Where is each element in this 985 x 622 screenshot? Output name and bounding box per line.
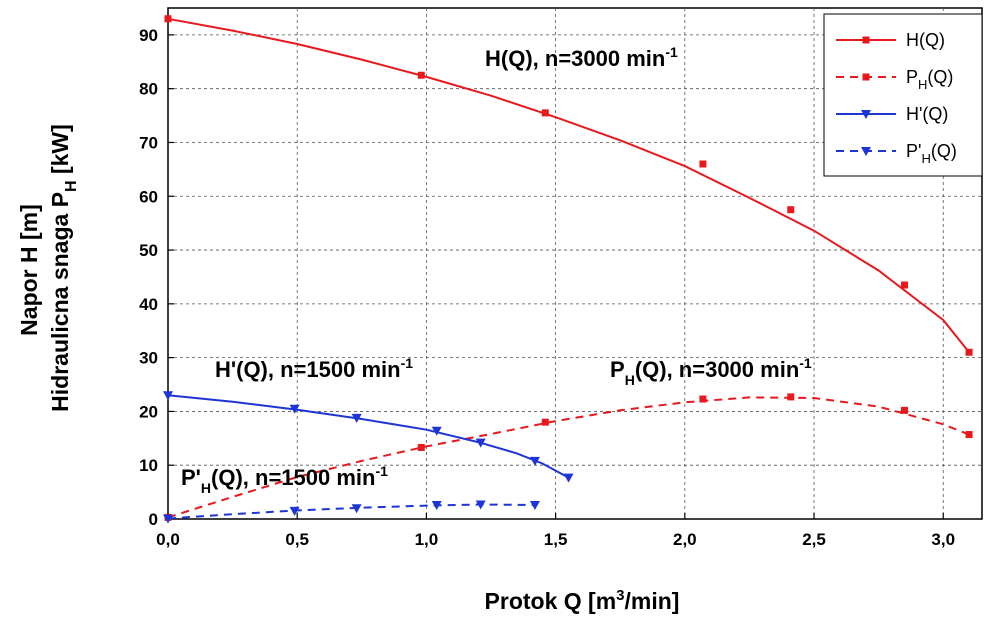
data-point-ph-1500 [529, 501, 540, 511]
series-h-3000 [164, 15, 973, 356]
data-point-h-1500 [563, 473, 574, 483]
data-point-ph-3000 [900, 406, 908, 414]
y-tick-label: 80 [139, 80, 158, 99]
data-point-h-3000 [541, 109, 549, 117]
y-tick-label: 0 [149, 510, 158, 529]
data-point-h-1500 [163, 391, 173, 401]
x-tick-label: 1,0 [415, 530, 439, 549]
data-point-h-3000 [965, 348, 973, 356]
y-tick-label: 70 [139, 133, 158, 152]
data-point-h-3000 [417, 71, 425, 79]
x-tick-label: 0,0 [156, 530, 180, 549]
series-line-h-3000 [167, 17, 970, 353]
y-tick-label: 20 [139, 402, 158, 421]
series-group [163, 15, 973, 524]
y-axis-label-line2: Hidraulicna snaga PH [kW] [47, 124, 80, 412]
y-tick-label: 60 [139, 187, 158, 206]
data-point-h-3000 [900, 281, 908, 289]
y-tick-label: 30 [139, 349, 158, 368]
y-axis-ticks: 0 10 20 30 40 50 60 70 80 90 [139, 26, 174, 529]
legend-marker-h-3000 [862, 36, 870, 44]
data-point-ph-3000 [965, 431, 973, 439]
data-point-ph-1500 [475, 500, 486, 510]
legend-label-ph-prime: P'H(Q) [906, 141, 957, 166]
x-tick-label: 2,0 [673, 530, 697, 549]
y-tick-label: 10 [139, 456, 158, 475]
series-line-ph-3000 [167, 396, 970, 519]
x-tick-label: 1,5 [544, 530, 568, 549]
data-point-ph-1500 [163, 514, 173, 524]
x-axis-label: Protok Q [m3/min] [485, 587, 680, 614]
y-axis-label-line1: Napor H [m] [16, 204, 42, 336]
data-point-ph-3000 [787, 393, 795, 401]
x-axis-ticks: 0,0 0,5 1,0 1,5 2,0 2,5 3,0 [156, 513, 955, 549]
y-tick-label: 40 [139, 295, 158, 314]
data-point-h-1500 [475, 438, 486, 448]
data-point-h-1500 [289, 404, 300, 414]
legend-items [836, 36, 896, 156]
x-tick-label: 3,0 [931, 530, 955, 549]
legend-label-h-prime: H'(Q) [906, 104, 948, 124]
data-point-h-1500 [351, 413, 362, 423]
data-point-h-3000 [699, 160, 707, 168]
data-point-ph-3000 [541, 418, 549, 426]
x-tick-label: 0,5 [285, 530, 309, 549]
legend-label-ph: PH(Q) [906, 67, 953, 92]
annotation-h-1500: H'(Q), n=1500 min-1 [215, 355, 413, 382]
legend-box [823, 13, 983, 177]
data-point-ph-3000 [417, 443, 425, 451]
data-point-h-3000 [787, 206, 795, 214]
legend: H(Q) PH(Q) H'(Q) P'H(Q) [823, 13, 983, 177]
x-tick-label: 2,5 [802, 530, 826, 549]
legend-marker-ph-3000 [862, 73, 870, 81]
legend-label-h: H(Q) [906, 30, 945, 50]
series-h-1500 [163, 391, 574, 483]
data-point-ph-3000 [699, 395, 707, 403]
data-point-ph-1500 [289, 506, 300, 516]
legend-marker-ph-1500 [861, 147, 871, 156]
data-point-ph-1500 [431, 501, 442, 511]
y-tick-label: 90 [139, 26, 158, 45]
legend-marker-h-1500 [861, 110, 871, 119]
data-point-h-3000 [164, 15, 172, 23]
data-point-h-1500 [431, 426, 442, 436]
annotation-ph-1500: P'H(Q), n=1500 min-1 [181, 463, 388, 496]
annotation-h-3000: H(Q), n=3000 min-1 [485, 44, 678, 71]
annotation-ph-3000: PH(Q), n=3000 min-1 [610, 355, 812, 388]
series-ph-1500 [163, 500, 540, 524]
data-point-ph-1500 [351, 504, 362, 514]
data-point-h-1500 [529, 456, 540, 466]
y-tick-label: 50 [139, 241, 158, 260]
